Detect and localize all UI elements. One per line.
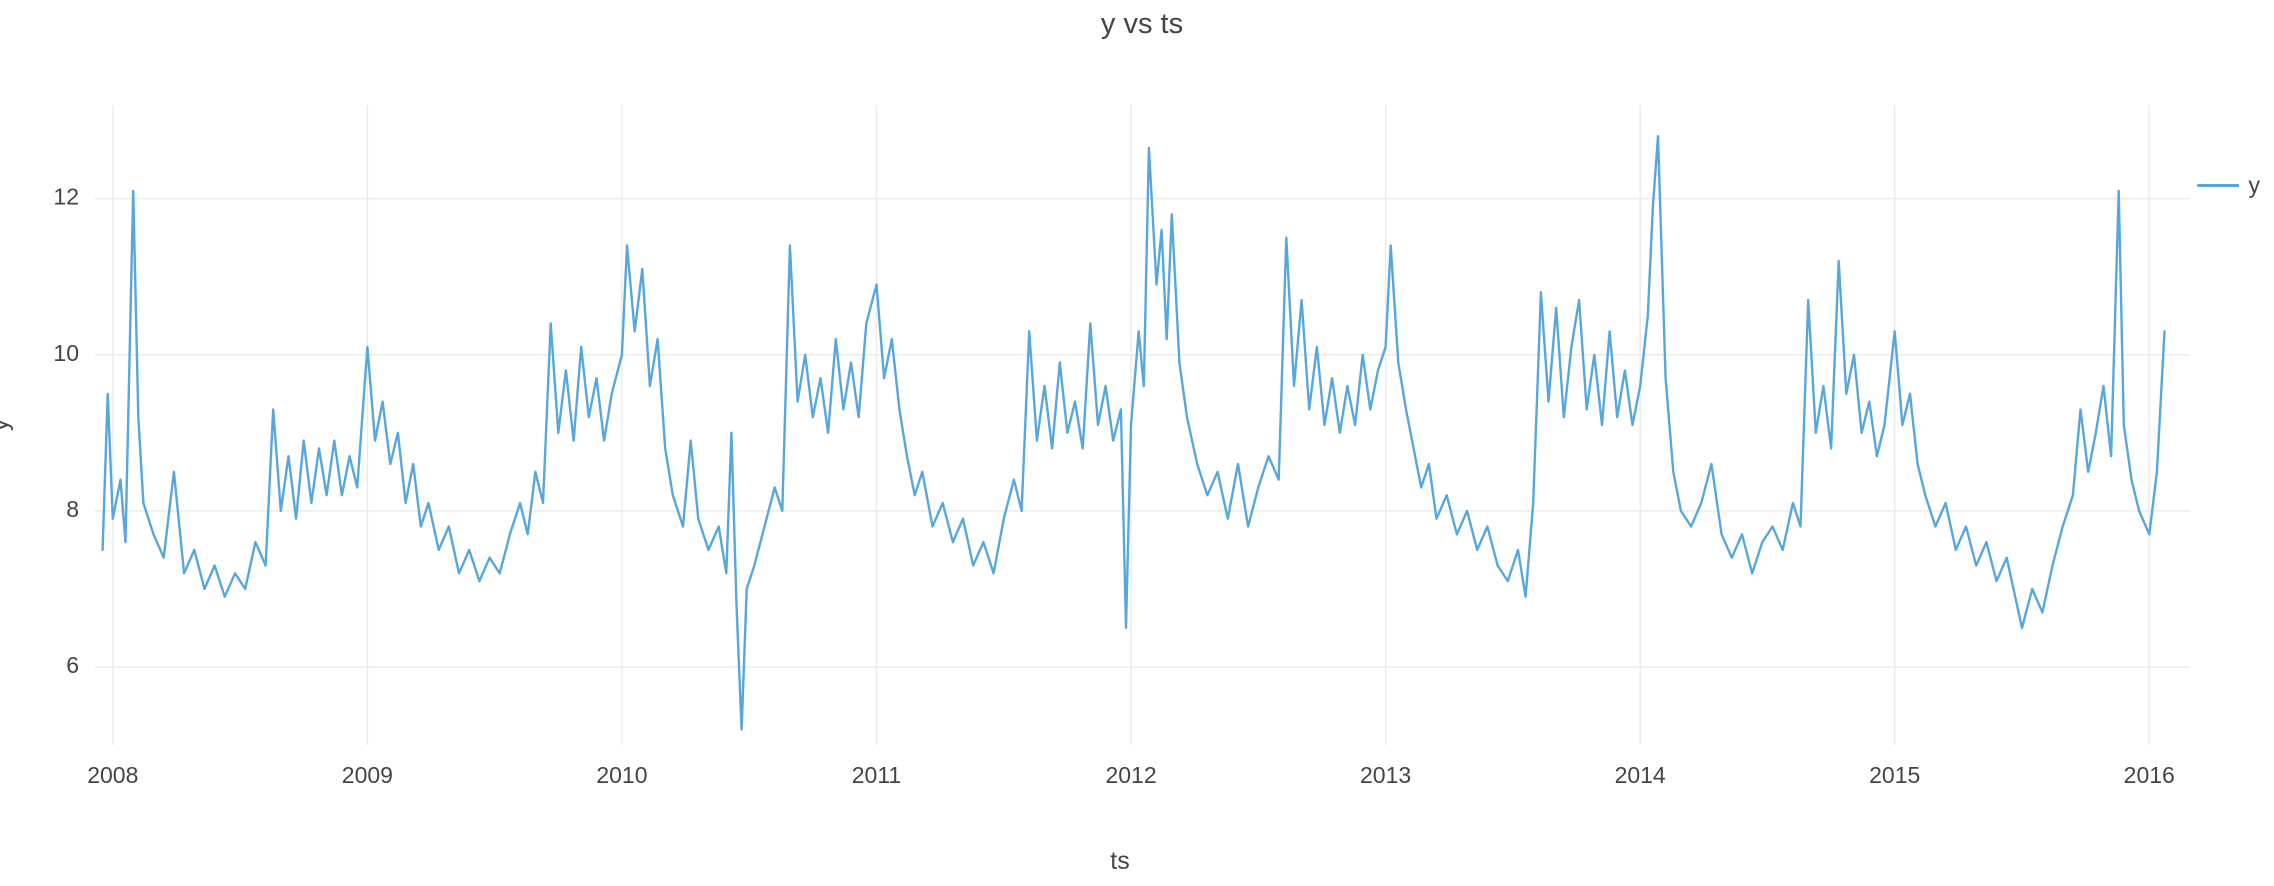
legend[interactable]: y	[2196, 172, 2261, 199]
x-tick-label: 2014	[1615, 762, 1666, 788]
chart-title: y vs ts	[1100, 8, 1184, 40]
x-tick-label: 2011	[852, 762, 901, 788]
x-tick-label: 2012	[1105, 762, 1156, 788]
x-tick-label: 2016	[2124, 762, 2175, 788]
legend-label: y	[2248, 172, 2261, 198]
x-axis-title: ts	[1110, 847, 1130, 875]
x-tick-label: 2010	[596, 762, 647, 788]
x-tick-label: 2013	[1360, 762, 1411, 788]
y-tick-label: 10	[53, 340, 79, 366]
x-tick-label: 2009	[342, 762, 393, 788]
legend-line-swatch	[2196, 184, 2239, 187]
y-axis-title: y	[0, 419, 15, 432]
y-tick-label: 8	[66, 496, 79, 522]
x-tick-label: 2015	[1869, 762, 1920, 788]
y-tick-label: 12	[53, 184, 79, 210]
x-tick-label: 2008	[87, 762, 138, 788]
y-tick-label: 6	[66, 652, 79, 678]
series-line-y[interactable]	[101, 135, 2166, 731]
